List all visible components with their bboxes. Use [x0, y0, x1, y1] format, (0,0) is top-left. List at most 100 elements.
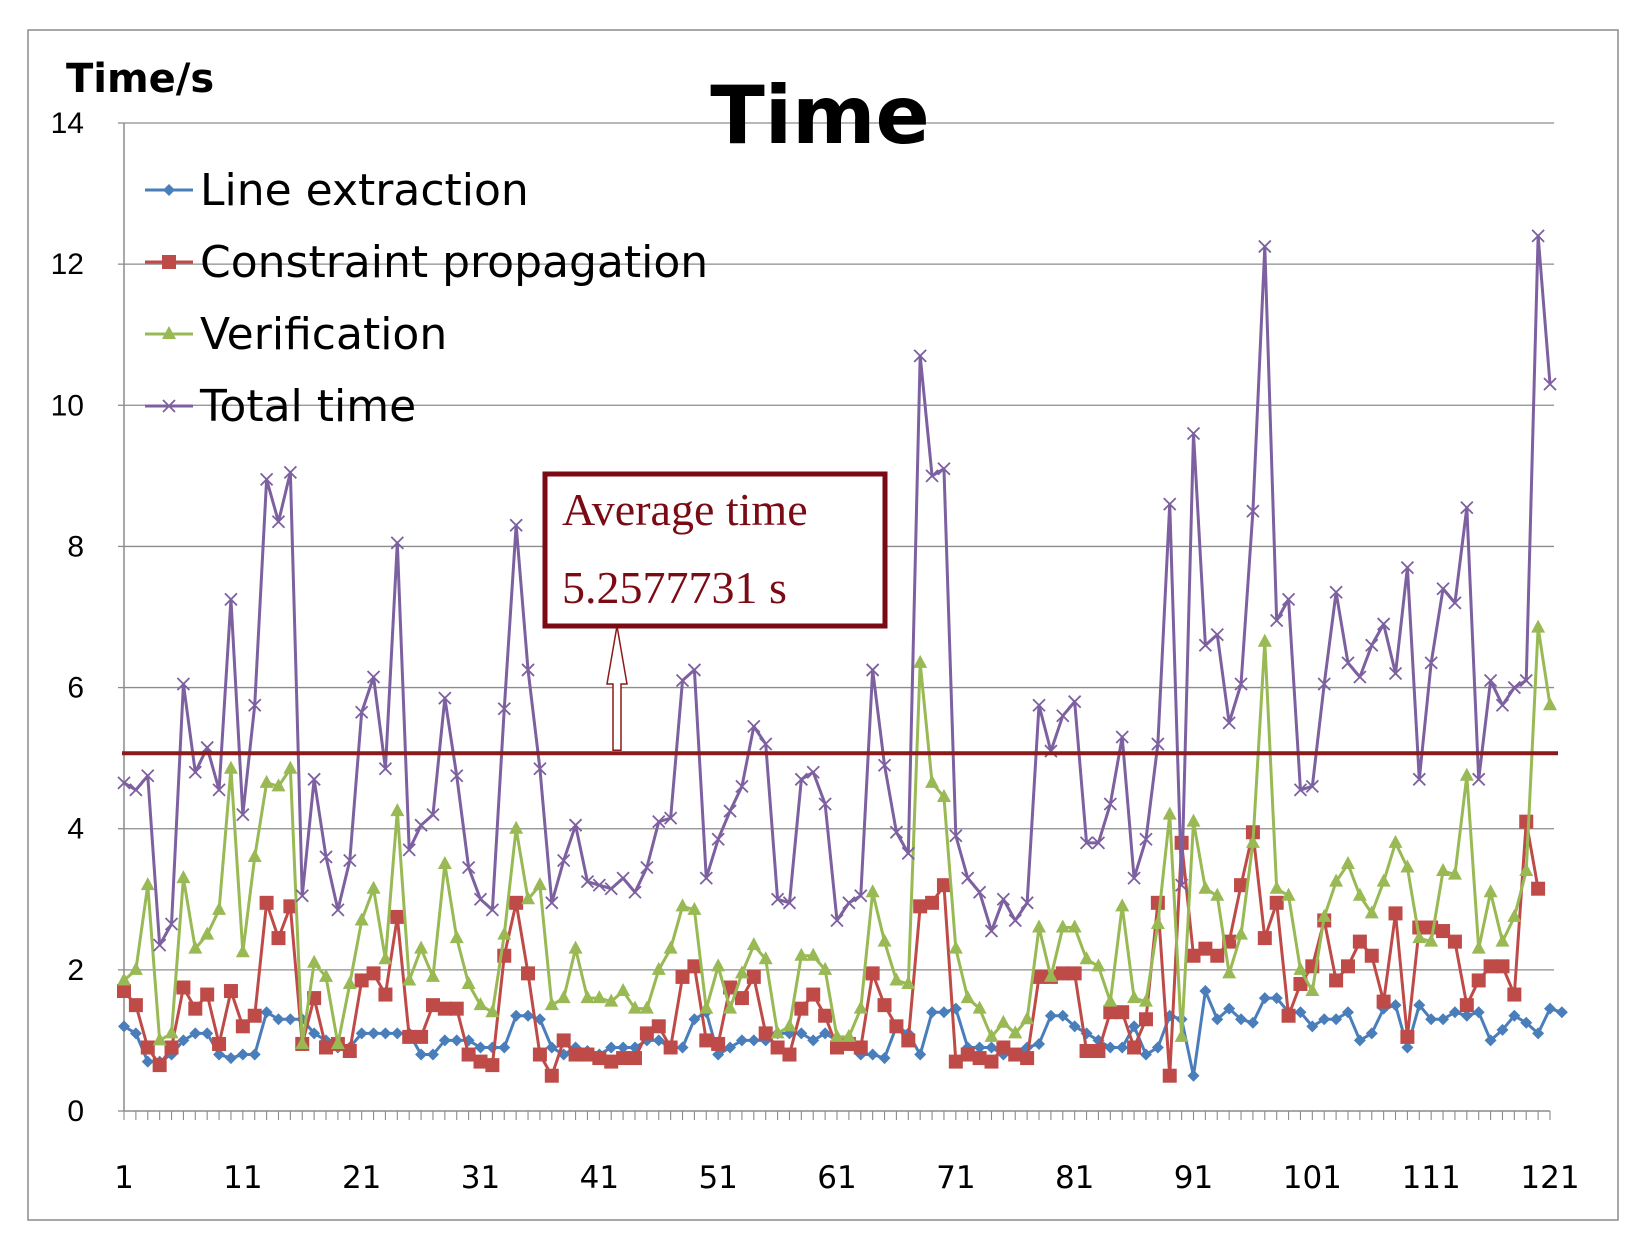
x-tick-label: 1 — [114, 1160, 134, 1196]
data-point-total-time — [877, 758, 892, 772]
data-point-line-extraction — [224, 1052, 237, 1065]
data-point-total-time — [592, 878, 606, 892]
data-point-total-time — [141, 769, 155, 783]
data-point-line-extraction — [926, 1006, 939, 1019]
data-point-line-extraction — [1448, 1006, 1461, 1019]
data-point-verification — [723, 1000, 738, 1014]
data-point-total-time — [461, 860, 476, 875]
data-point-line-extraction — [1151, 1041, 1164, 1054]
data-point-line-extraction — [937, 1006, 950, 1019]
data-point-constraint-propagation — [675, 969, 690, 984]
legend-label-constraint-propagation: Constraint propagation — [200, 237, 708, 288]
data-point-line-extraction — [1270, 992, 1283, 1005]
data-point-constraint-propagation — [1127, 1040, 1142, 1055]
data-point-total-time — [521, 663, 535, 677]
data-point-line-extraction — [676, 1041, 689, 1054]
data-point-verification — [223, 760, 238, 774]
data-point-line-extraction — [474, 1041, 487, 1054]
data-point-verification — [1257, 633, 1272, 647]
data-point-verification — [913, 654, 928, 668]
average-arrow — [606, 625, 628, 751]
data-point-total-time — [1519, 673, 1533, 688]
legend-label-total-time: Total time — [199, 381, 416, 432]
data-point-verification — [283, 760, 298, 774]
data-point-constraint-propagation — [996, 1040, 1011, 1055]
data-point-total-time — [117, 776, 131, 790]
data-point-verification — [936, 788, 951, 802]
x-axis — [123, 123, 1551, 1120]
data-point-line-extraction — [1128, 1020, 1141, 1033]
data-point-verification — [758, 951, 773, 965]
data-point-constraint-propagation — [1519, 814, 1534, 829]
data-point-total-time — [1376, 617, 1391, 631]
data-point-line-extraction — [1544, 1002, 1556, 1015]
data-point-constraint-propagation — [1483, 959, 1498, 974]
data-point-verification — [1245, 834, 1260, 848]
data-point-verification — [1483, 884, 1498, 898]
data-point-verification — [1127, 990, 1142, 1004]
data-point-total-time — [485, 903, 500, 917]
data-point-verification — [675, 898, 690, 912]
data-point-total-time — [1068, 695, 1082, 709]
data-point-line-extraction — [1033, 1037, 1046, 1050]
data-point-total-time — [996, 892, 1011, 906]
data-point-verification — [1495, 933, 1510, 947]
series-total-time — [117, 229, 1557, 952]
data-point-constraint-propagation — [164, 1040, 179, 1055]
data-point-verification — [425, 968, 440, 982]
data-point-verification — [818, 961, 833, 975]
data-point-line-extraction — [426, 1048, 439, 1061]
data-point-constraint-propagation — [437, 1001, 452, 1016]
data-point-verification — [461, 975, 476, 989]
data-point-verification — [984, 1028, 999, 1042]
data-point-line-extraction — [1330, 1013, 1343, 1026]
x-tick-label: 11 — [223, 1160, 262, 1196]
data-point-line-extraction — [213, 1048, 226, 1061]
data-point-total-time — [164, 917, 179, 931]
data-point-verification — [1436, 863, 1451, 877]
data-point-constraint-propagation — [925, 895, 940, 910]
data-point-constraint-propagation — [425, 998, 440, 1013]
data-point-total-time — [830, 913, 844, 928]
data-point-line-extraction — [605, 1041, 618, 1054]
data-point-constraint-propagation — [984, 1054, 999, 1069]
data-point-constraint-propagation — [319, 1040, 334, 1055]
data-point-line-extraction — [1532, 1027, 1545, 1040]
data-point-constraint-propagation — [1281, 1008, 1296, 1023]
y-tick-label: 8 — [67, 530, 84, 563]
data-point-constraint-propagation — [770, 1040, 785, 1055]
data-point-verification — [509, 820, 524, 834]
y-tick-label: 0 — [67, 1095, 84, 1128]
data-point-total-time — [961, 871, 975, 885]
data-point-constraint-propagation — [972, 1051, 987, 1066]
data-point-constraint-propagation — [1186, 948, 1201, 963]
data-point-total-time — [1305, 779, 1319, 794]
data-point-verification — [853, 1000, 868, 1014]
data-point-total-time — [711, 832, 725, 846]
data-point-verification — [473, 997, 488, 1011]
data-point-verification — [806, 947, 821, 961]
data-point-verification — [925, 774, 940, 788]
data-point-line-extraction — [141, 1055, 154, 1068]
data-point-constraint-propagation — [461, 1047, 476, 1062]
y-tick-label: 10 — [51, 389, 84, 422]
data-point-total-time — [984, 924, 999, 938]
x-tick-label: 31 — [461, 1160, 500, 1196]
y-tick-label: 4 — [67, 813, 84, 846]
data-point-total-time — [1531, 229, 1545, 243]
data-point-verification — [1103, 993, 1118, 1007]
data-point-constraint-propagation — [936, 878, 951, 893]
data-point-total-time — [1507, 680, 1521, 695]
data-point-line-extraction — [415, 1048, 428, 1061]
x-tick-label: 61 — [817, 1160, 856, 1196]
data-point-line-extraction — [1056, 1009, 1069, 1022]
data-point-line-extraction — [1068, 1020, 1081, 1033]
data-point-line-extraction — [1211, 1013, 1224, 1026]
data-point-total-time — [1543, 377, 1557, 391]
data-point-verification — [1138, 993, 1153, 1007]
data-point-total-time — [497, 702, 511, 716]
legend-marker-verification — [162, 326, 176, 339]
data-point-constraint-propagation — [734, 991, 749, 1006]
data-point-total-time — [1186, 426, 1201, 441]
data-point-total-time — [616, 871, 630, 885]
